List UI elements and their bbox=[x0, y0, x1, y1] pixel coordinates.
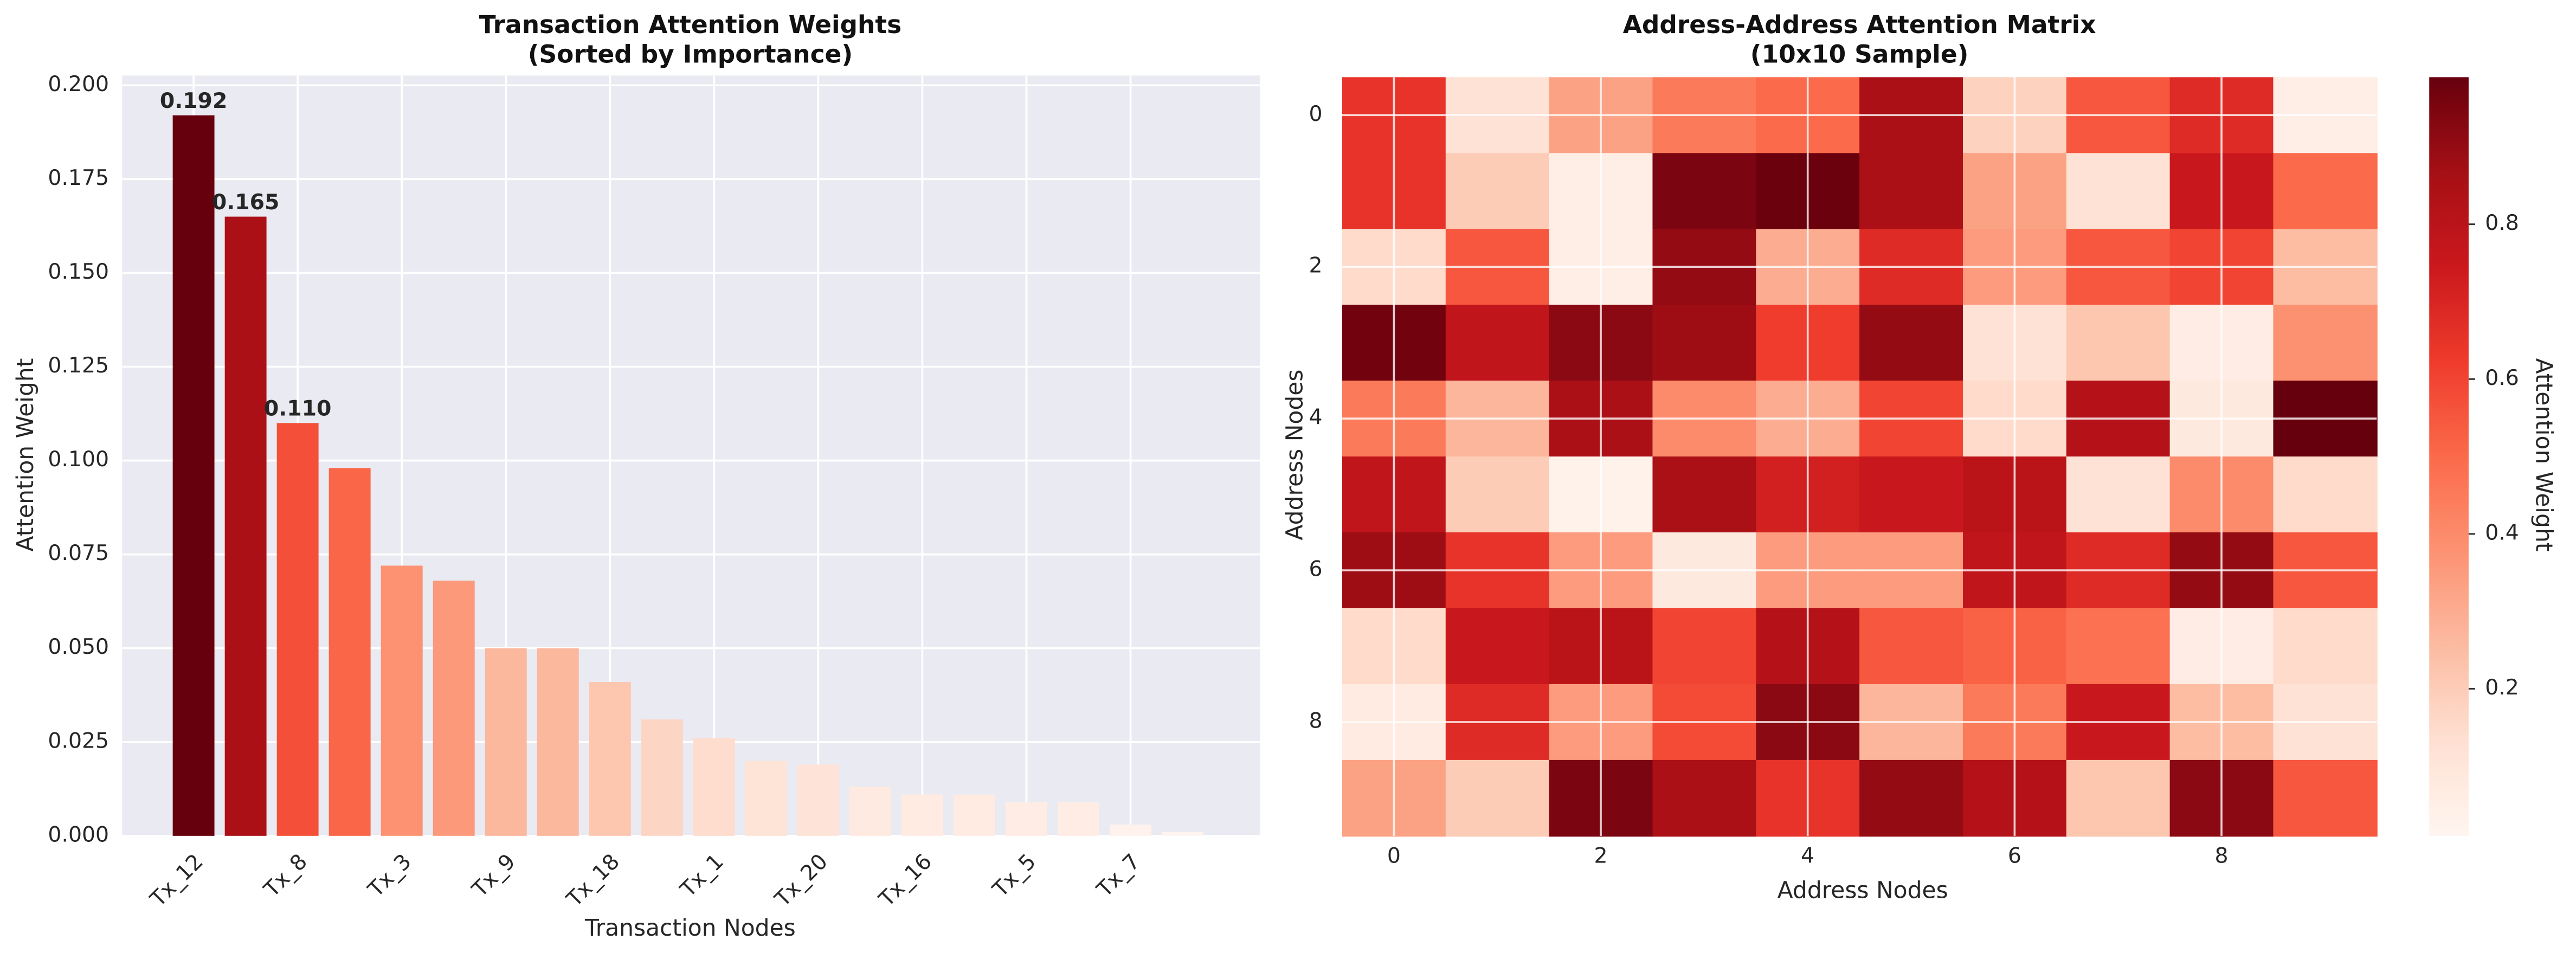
heatmap-cell bbox=[2273, 608, 2378, 685]
x-tick-label: 6 bbox=[2008, 844, 2021, 868]
y-tick-label: 0.050 bbox=[48, 634, 109, 659]
bar bbox=[276, 423, 319, 836]
bar bbox=[693, 738, 735, 836]
chart-title: Address-Address Attention Matrix bbox=[1623, 10, 2096, 39]
x-tick-label: Tx_20 bbox=[770, 849, 833, 912]
bar bbox=[797, 764, 839, 836]
bar bbox=[641, 719, 683, 836]
bar bbox=[1110, 825, 1151, 836]
colorbar-label: Attention Weight bbox=[2531, 358, 2558, 552]
bar bbox=[1058, 802, 1099, 836]
x-tick-label: Tx_5 bbox=[988, 849, 1041, 902]
heatmap-cell bbox=[1859, 305, 1964, 382]
heatmap-cell bbox=[2273, 153, 2378, 230]
heatmap-cell bbox=[1652, 153, 1757, 230]
x-tick-label: 2 bbox=[1594, 844, 1608, 868]
chart-title: Transaction Attention Weights bbox=[479, 10, 901, 39]
heatmap-cell bbox=[1859, 456, 1964, 533]
bar bbox=[745, 761, 787, 836]
bar bbox=[172, 115, 215, 836]
x-tick-label: 4 bbox=[1801, 844, 1814, 868]
y-tick-label: 0.000 bbox=[48, 822, 109, 847]
x-tick-label: Tx_1 bbox=[675, 849, 729, 902]
bar bbox=[433, 581, 475, 836]
y-tick-label: 0 bbox=[1309, 101, 1323, 126]
x-tick-label: Tx_3 bbox=[363, 849, 416, 902]
x-tick-label: Tx_16 bbox=[874, 849, 937, 912]
heatmap-cell bbox=[1445, 456, 1550, 533]
heatmap-cell bbox=[1445, 760, 1550, 837]
y-tick-label: 4 bbox=[1309, 405, 1323, 430]
data-label: 0.110 bbox=[264, 396, 331, 421]
bar bbox=[901, 794, 943, 836]
x-tick-label: Tx_18 bbox=[562, 849, 624, 912]
heatmap-cell bbox=[1859, 760, 1964, 837]
heatmap-cell bbox=[2066, 153, 2171, 230]
bar bbox=[537, 648, 579, 836]
y-tick-label: 0.175 bbox=[48, 165, 109, 190]
x-tick-label: 8 bbox=[2215, 844, 2229, 868]
heatmap-cell bbox=[1652, 456, 1757, 533]
y-tick-label: 8 bbox=[1309, 708, 1323, 733]
y-tick-label: 0.100 bbox=[48, 447, 109, 472]
chart-subtitle: (10x10 Sample) bbox=[1750, 40, 1969, 68]
x-axis-label: Transaction Nodes bbox=[584, 915, 796, 941]
colorbar-tick-label: 0.4 bbox=[2485, 520, 2519, 545]
x-axis-label: Address Nodes bbox=[1778, 877, 1948, 903]
bar bbox=[381, 565, 423, 836]
colorbar bbox=[2429, 77, 2469, 836]
heatmap-cell bbox=[1445, 608, 1550, 685]
x-tick-label: Tx_9 bbox=[467, 849, 520, 902]
colorbar-tick-label: 0.8 bbox=[2485, 210, 2519, 235]
colorbar-tick-label: 0.6 bbox=[2485, 365, 2519, 390]
heatmap-cell bbox=[2273, 760, 2378, 837]
x-tick-label: Tx_8 bbox=[259, 849, 312, 902]
heatmap-cell bbox=[2066, 305, 2171, 382]
heatmap-cell bbox=[1652, 760, 1757, 837]
heatmap-cell bbox=[2066, 760, 2171, 837]
bar bbox=[953, 794, 995, 836]
heatmap-cell bbox=[2066, 608, 2171, 685]
heatmap-cell bbox=[2273, 305, 2378, 382]
y-axis-label: Attention Weight bbox=[12, 358, 38, 552]
y-tick-label: 0.025 bbox=[48, 728, 109, 753]
colorbar-tick-label: 0.2 bbox=[2485, 675, 2519, 700]
y-tick-label: 0.125 bbox=[48, 353, 109, 378]
bar bbox=[849, 787, 891, 836]
bar bbox=[485, 648, 527, 836]
bar bbox=[224, 216, 267, 836]
heatmap-cell bbox=[1859, 153, 1964, 230]
x-tick-label: Tx_7 bbox=[1092, 849, 1145, 902]
data-label: 0.165 bbox=[212, 190, 280, 215]
heatmap-cell bbox=[1652, 608, 1757, 685]
heatmap-cell bbox=[1445, 305, 1550, 382]
heatmap-cell bbox=[1652, 305, 1757, 382]
data-label: 0.192 bbox=[160, 88, 228, 113]
y-tick-label: 0.200 bbox=[48, 72, 109, 96]
heatmap-cell bbox=[1445, 153, 1550, 230]
x-tick-label: 0 bbox=[1387, 844, 1401, 868]
heatmap-cell bbox=[2273, 456, 2378, 533]
heatmap-cell bbox=[1859, 608, 1964, 685]
heatmap-cell bbox=[2066, 456, 2171, 533]
y-tick-label: 6 bbox=[1309, 557, 1323, 582]
bar bbox=[1005, 802, 1047, 836]
chart-subtitle: (Sorted by Importance) bbox=[528, 40, 853, 68]
y-axis-label: Address Nodes bbox=[1281, 370, 1308, 540]
y-tick-label: 0.150 bbox=[48, 259, 109, 284]
bar bbox=[589, 681, 631, 836]
y-tick-label: 2 bbox=[1309, 253, 1323, 278]
x-tick-label: Tx_12 bbox=[145, 849, 208, 912]
y-tick-label: 0.075 bbox=[48, 540, 109, 565]
bar bbox=[329, 468, 371, 836]
bar bbox=[1162, 832, 1204, 836]
